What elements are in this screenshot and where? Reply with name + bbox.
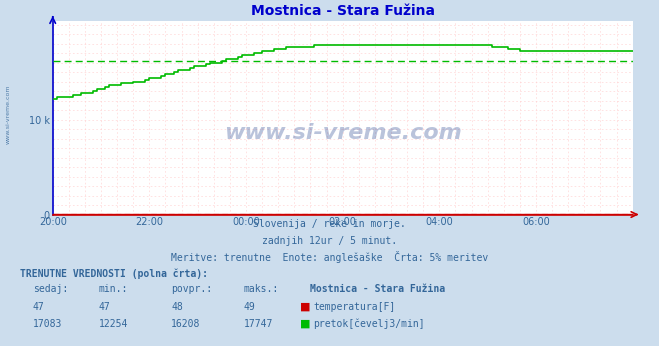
Text: TRENUTNE VREDNOSTI (polna črta):: TRENUTNE VREDNOSTI (polna črta):: [20, 268, 208, 279]
Text: 12254: 12254: [99, 319, 129, 329]
Text: povpr.:: povpr.:: [171, 284, 212, 294]
Text: www.si-vreme.com: www.si-vreme.com: [5, 84, 11, 144]
Text: 47: 47: [33, 302, 45, 312]
Text: zadnjih 12ur / 5 minut.: zadnjih 12ur / 5 minut.: [262, 236, 397, 246]
Text: Slovenija / reke in morje.: Slovenija / reke in morje.: [253, 219, 406, 229]
Text: 48: 48: [171, 302, 183, 312]
Title: Mostnica - Stara Fužina: Mostnica - Stara Fužina: [250, 4, 435, 18]
Text: sedaj:: sedaj:: [33, 284, 68, 294]
Text: ■: ■: [300, 302, 310, 312]
Text: Meritve: trenutne  Enote: anglešaške  Črta: 5% meritev: Meritve: trenutne Enote: anglešaške Črta…: [171, 251, 488, 263]
Text: 16208: 16208: [171, 319, 201, 329]
Text: ■: ■: [300, 319, 310, 329]
Text: 49: 49: [244, 302, 256, 312]
Text: maks.:: maks.:: [244, 284, 279, 294]
Text: www.si-vreme.com: www.si-vreme.com: [224, 123, 461, 143]
Text: min.:: min.:: [99, 284, 129, 294]
Text: temperatura[F]: temperatura[F]: [313, 302, 395, 312]
Text: pretok[čevelj3/min]: pretok[čevelj3/min]: [313, 318, 424, 329]
Text: Mostnica - Stara Fužina: Mostnica - Stara Fužina: [310, 284, 445, 294]
Text: 17083: 17083: [33, 319, 63, 329]
Text: 17747: 17747: [244, 319, 273, 329]
Text: 47: 47: [99, 302, 111, 312]
